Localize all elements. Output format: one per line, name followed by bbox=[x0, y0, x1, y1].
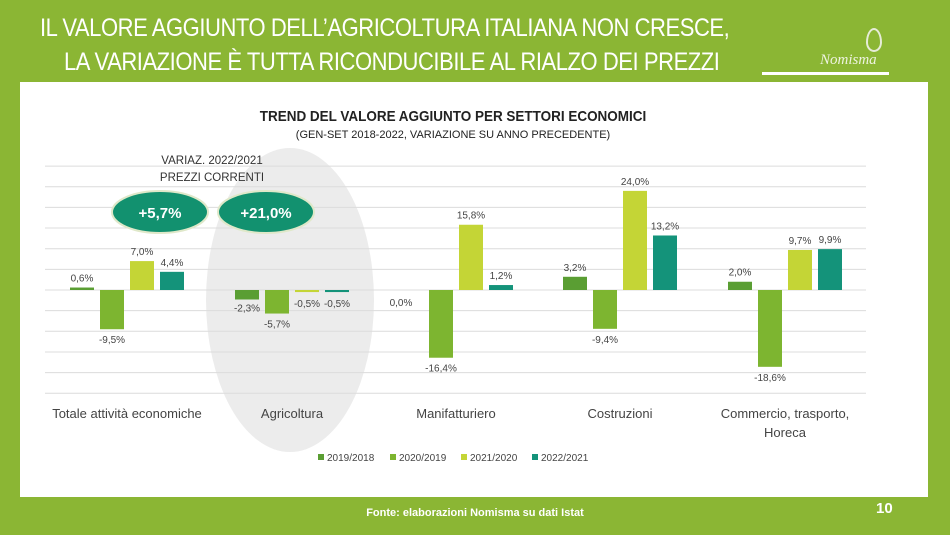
data-label: 1,2% bbox=[490, 271, 513, 282]
logo-text: Nomisma bbox=[820, 52, 877, 68]
bar-2020-2019-3 bbox=[593, 290, 617, 329]
legend-swatch bbox=[318, 454, 324, 460]
legend-swatch bbox=[532, 454, 538, 460]
data-label: -0,5% bbox=[324, 299, 350, 310]
data-label: 3,2% bbox=[564, 263, 587, 274]
bar-2020-2019-0 bbox=[100, 290, 124, 330]
bar-2022-2021-4 bbox=[818, 249, 842, 290]
bar-2020-2019-1 bbox=[265, 290, 289, 314]
data-label: 2,0% bbox=[729, 268, 752, 279]
bar-2020-2019-4 bbox=[758, 290, 782, 367]
callout-label-1: VARIAZ. 2022/2021 bbox=[161, 155, 262, 167]
callout-label-2: PREZZI CORRENTI bbox=[160, 172, 264, 184]
bar-2022-2021-2 bbox=[489, 285, 513, 290]
data-label: 13,2% bbox=[651, 221, 679, 232]
data-label: 0,0% bbox=[390, 298, 413, 309]
data-label: 7,0% bbox=[131, 247, 154, 258]
source-note: Fonte: elaborazioni Nomisma su dati Ista… bbox=[366, 507, 584, 519]
bar-2019-2018-0 bbox=[70, 287, 94, 290]
bar-2021-2020-1 bbox=[295, 290, 319, 293]
data-label: -18,6% bbox=[754, 373, 786, 384]
data-label: -2,3% bbox=[234, 303, 260, 314]
slide-title-line-2: LA VARIAZIONE È TUTTA RICONDUCIBILE AL R… bbox=[64, 48, 720, 76]
data-label: 15,8% bbox=[457, 211, 485, 222]
bar-2021-2020-0 bbox=[130, 261, 154, 290]
badge-agricoltura: +21,0% bbox=[217, 190, 315, 234]
page-number: 10 bbox=[876, 500, 893, 517]
bar-2019-2018-4 bbox=[728, 281, 752, 290]
category-label: Manifatturiero bbox=[416, 406, 495, 421]
badge-totale: +5,7% bbox=[111, 190, 209, 234]
data-label: -9,5% bbox=[99, 335, 125, 346]
bar-2022-2021-1 bbox=[325, 290, 349, 293]
legend-label: 2019/2018 bbox=[327, 453, 375, 464]
nomisma-logo: Nomisma bbox=[780, 12, 890, 76]
bar-2021-2020-2 bbox=[459, 224, 483, 290]
data-label: -9,4% bbox=[592, 335, 618, 346]
slide-title-line-1: IL VALORE AGGIUNTO DELL’AGRICOLTURA ITAL… bbox=[40, 14, 730, 42]
badge-totale-text: +5,7% bbox=[139, 205, 182, 222]
legend-swatch bbox=[461, 454, 467, 460]
data-label: -0,5% bbox=[294, 299, 320, 310]
data-label: 9,9% bbox=[819, 235, 842, 246]
bar-2020-2019-2 bbox=[429, 290, 453, 358]
bar-2019-2018-1 bbox=[235, 290, 259, 300]
data-label: 24,0% bbox=[621, 177, 649, 188]
legend-label: 2022/2021 bbox=[541, 453, 589, 464]
logo-underline bbox=[762, 72, 889, 75]
chart-subtitle: (GEN-SET 2018-2022, VARIAZIONE SU ANNO P… bbox=[296, 129, 610, 141]
data-label: 4,4% bbox=[161, 258, 184, 269]
legend-label: 2020/2019 bbox=[399, 453, 447, 464]
category-label: Costruzioni bbox=[587, 406, 652, 421]
data-label: 9,7% bbox=[789, 236, 812, 247]
bar-2022-2021-3 bbox=[653, 235, 677, 290]
chart-title: TREND DEL VALORE AGGIUNTO PER SETTORI EC… bbox=[260, 108, 646, 125]
badge-agricoltura-text: +21,0% bbox=[240, 205, 291, 222]
data-label: -16,4% bbox=[425, 364, 457, 375]
bar-2019-2018-3 bbox=[563, 276, 587, 290]
category-label: Agricoltura bbox=[261, 406, 324, 421]
leaf-icon bbox=[866, 28, 882, 52]
bar-2021-2020-3 bbox=[623, 190, 647, 290]
data-label: -5,7% bbox=[264, 320, 290, 331]
legend-label: 2021/2020 bbox=[470, 453, 518, 464]
bar-2022-2021-0 bbox=[160, 271, 184, 290]
category-label: Totale attività economiche bbox=[52, 406, 202, 421]
bar-2021-2020-4 bbox=[788, 249, 812, 290]
data-label: 0,6% bbox=[71, 274, 94, 285]
category-label: Commercio, trasporto, bbox=[721, 406, 850, 421]
category-label-cont: Horeca bbox=[764, 425, 807, 440]
legend-swatch bbox=[390, 454, 396, 460]
